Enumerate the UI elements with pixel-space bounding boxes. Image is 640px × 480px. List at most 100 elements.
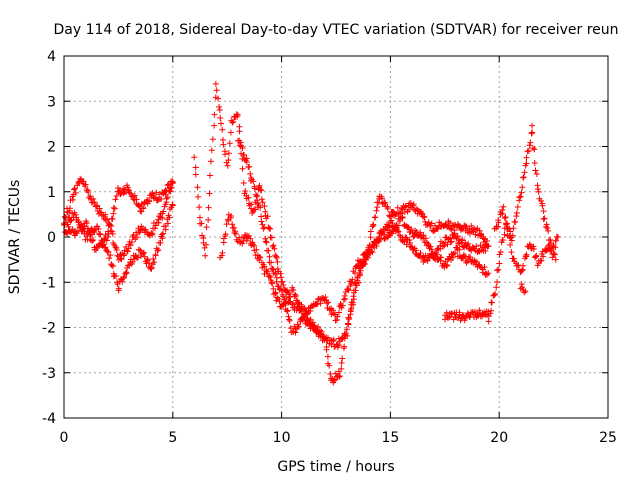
data-point — [539, 202, 546, 209]
chart-title: Day 114 of 2018, Sidereal Day-to-day VTE… — [53, 22, 618, 38]
data-point — [267, 225, 274, 232]
data-point — [264, 213, 271, 220]
data-point — [205, 216, 212, 223]
data-point — [379, 200, 386, 207]
data-point — [335, 335, 342, 342]
data-point — [538, 197, 545, 204]
data-point — [276, 298, 283, 305]
data-point — [258, 218, 265, 225]
data-point — [232, 230, 239, 237]
series-track-k — [517, 281, 529, 296]
data-point — [157, 239, 164, 246]
data-point — [438, 254, 445, 261]
data-point — [375, 238, 382, 245]
data-point — [97, 231, 104, 238]
data-point — [85, 189, 92, 196]
data-point — [257, 186, 264, 193]
data-point — [72, 211, 79, 218]
data-point — [493, 284, 500, 291]
data-point — [345, 316, 352, 323]
data-point — [136, 246, 143, 253]
data-point — [274, 258, 281, 265]
series-track-h — [441, 307, 492, 324]
data-point — [152, 252, 159, 259]
data-point — [367, 248, 374, 255]
data-point — [397, 210, 404, 217]
data-point — [120, 185, 127, 192]
data-point — [373, 207, 380, 214]
data-point — [395, 228, 402, 235]
data-point — [462, 253, 469, 260]
data-point — [519, 184, 526, 191]
data-point — [432, 249, 439, 256]
data-point — [83, 220, 90, 227]
data-point — [449, 254, 456, 261]
data-point — [507, 241, 514, 248]
data-point — [347, 308, 354, 315]
data-point — [268, 279, 275, 286]
data-point — [343, 326, 350, 333]
x-axis-ticks: 0 5 10 15 20 25 — [60, 56, 617, 446]
data-point — [529, 122, 536, 129]
data-point — [109, 263, 116, 270]
data-point — [94, 223, 101, 230]
data-point — [243, 158, 250, 165]
data-point — [125, 262, 132, 269]
data-point — [403, 241, 410, 248]
data-point — [339, 302, 346, 309]
data-point — [492, 290, 499, 297]
data-point — [285, 299, 292, 306]
data-point — [547, 236, 554, 243]
data-point — [517, 285, 524, 292]
x-tick-label: 5 — [168, 430, 177, 446]
data-point — [432, 253, 439, 260]
data-point — [137, 207, 144, 214]
data-point — [534, 186, 541, 193]
data-point — [76, 224, 83, 231]
data-point — [538, 257, 545, 264]
data-point — [344, 332, 351, 339]
data-point — [449, 223, 456, 230]
data-point — [452, 249, 459, 256]
data-point — [540, 216, 547, 222]
data-point — [421, 214, 428, 221]
data-point — [217, 115, 224, 122]
data-point — [164, 220, 171, 227]
data-point — [518, 281, 525, 288]
data-point — [424, 257, 431, 264]
data-point — [107, 252, 114, 259]
y-axis-label: SDTVAR / TECUs — [7, 180, 23, 295]
series-track-g — [376, 193, 492, 250]
data-point — [91, 229, 98, 236]
data-point — [242, 188, 249, 195]
data-point — [544, 225, 551, 232]
data-point — [273, 254, 280, 261]
data-point — [140, 250, 147, 257]
data-point — [531, 146, 538, 153]
data-point — [339, 355, 346, 362]
data-point — [123, 270, 130, 277]
data-point — [331, 377, 338, 384]
data-point — [260, 225, 267, 232]
data-point — [283, 308, 290, 315]
data-point — [87, 193, 94, 200]
data-point — [501, 215, 508, 222]
data-point — [518, 189, 525, 196]
data-point — [256, 253, 263, 260]
data-point — [454, 233, 461, 240]
data-point — [268, 234, 275, 241]
data-point — [425, 219, 432, 226]
data-point — [286, 316, 293, 323]
data-point — [370, 222, 377, 229]
data-point — [140, 249, 147, 256]
y-axis-ticks: -4 -3 -2 -1 0 1 2 3 4 — [42, 49, 608, 427]
data-point — [473, 312, 480, 319]
data-point — [273, 294, 280, 301]
data-point — [150, 255, 157, 262]
data-point — [332, 317, 339, 324]
data-point — [109, 215, 116, 222]
data-point — [119, 278, 126, 285]
data-point — [233, 111, 240, 118]
data-point — [323, 300, 330, 307]
data-point — [524, 148, 531, 155]
